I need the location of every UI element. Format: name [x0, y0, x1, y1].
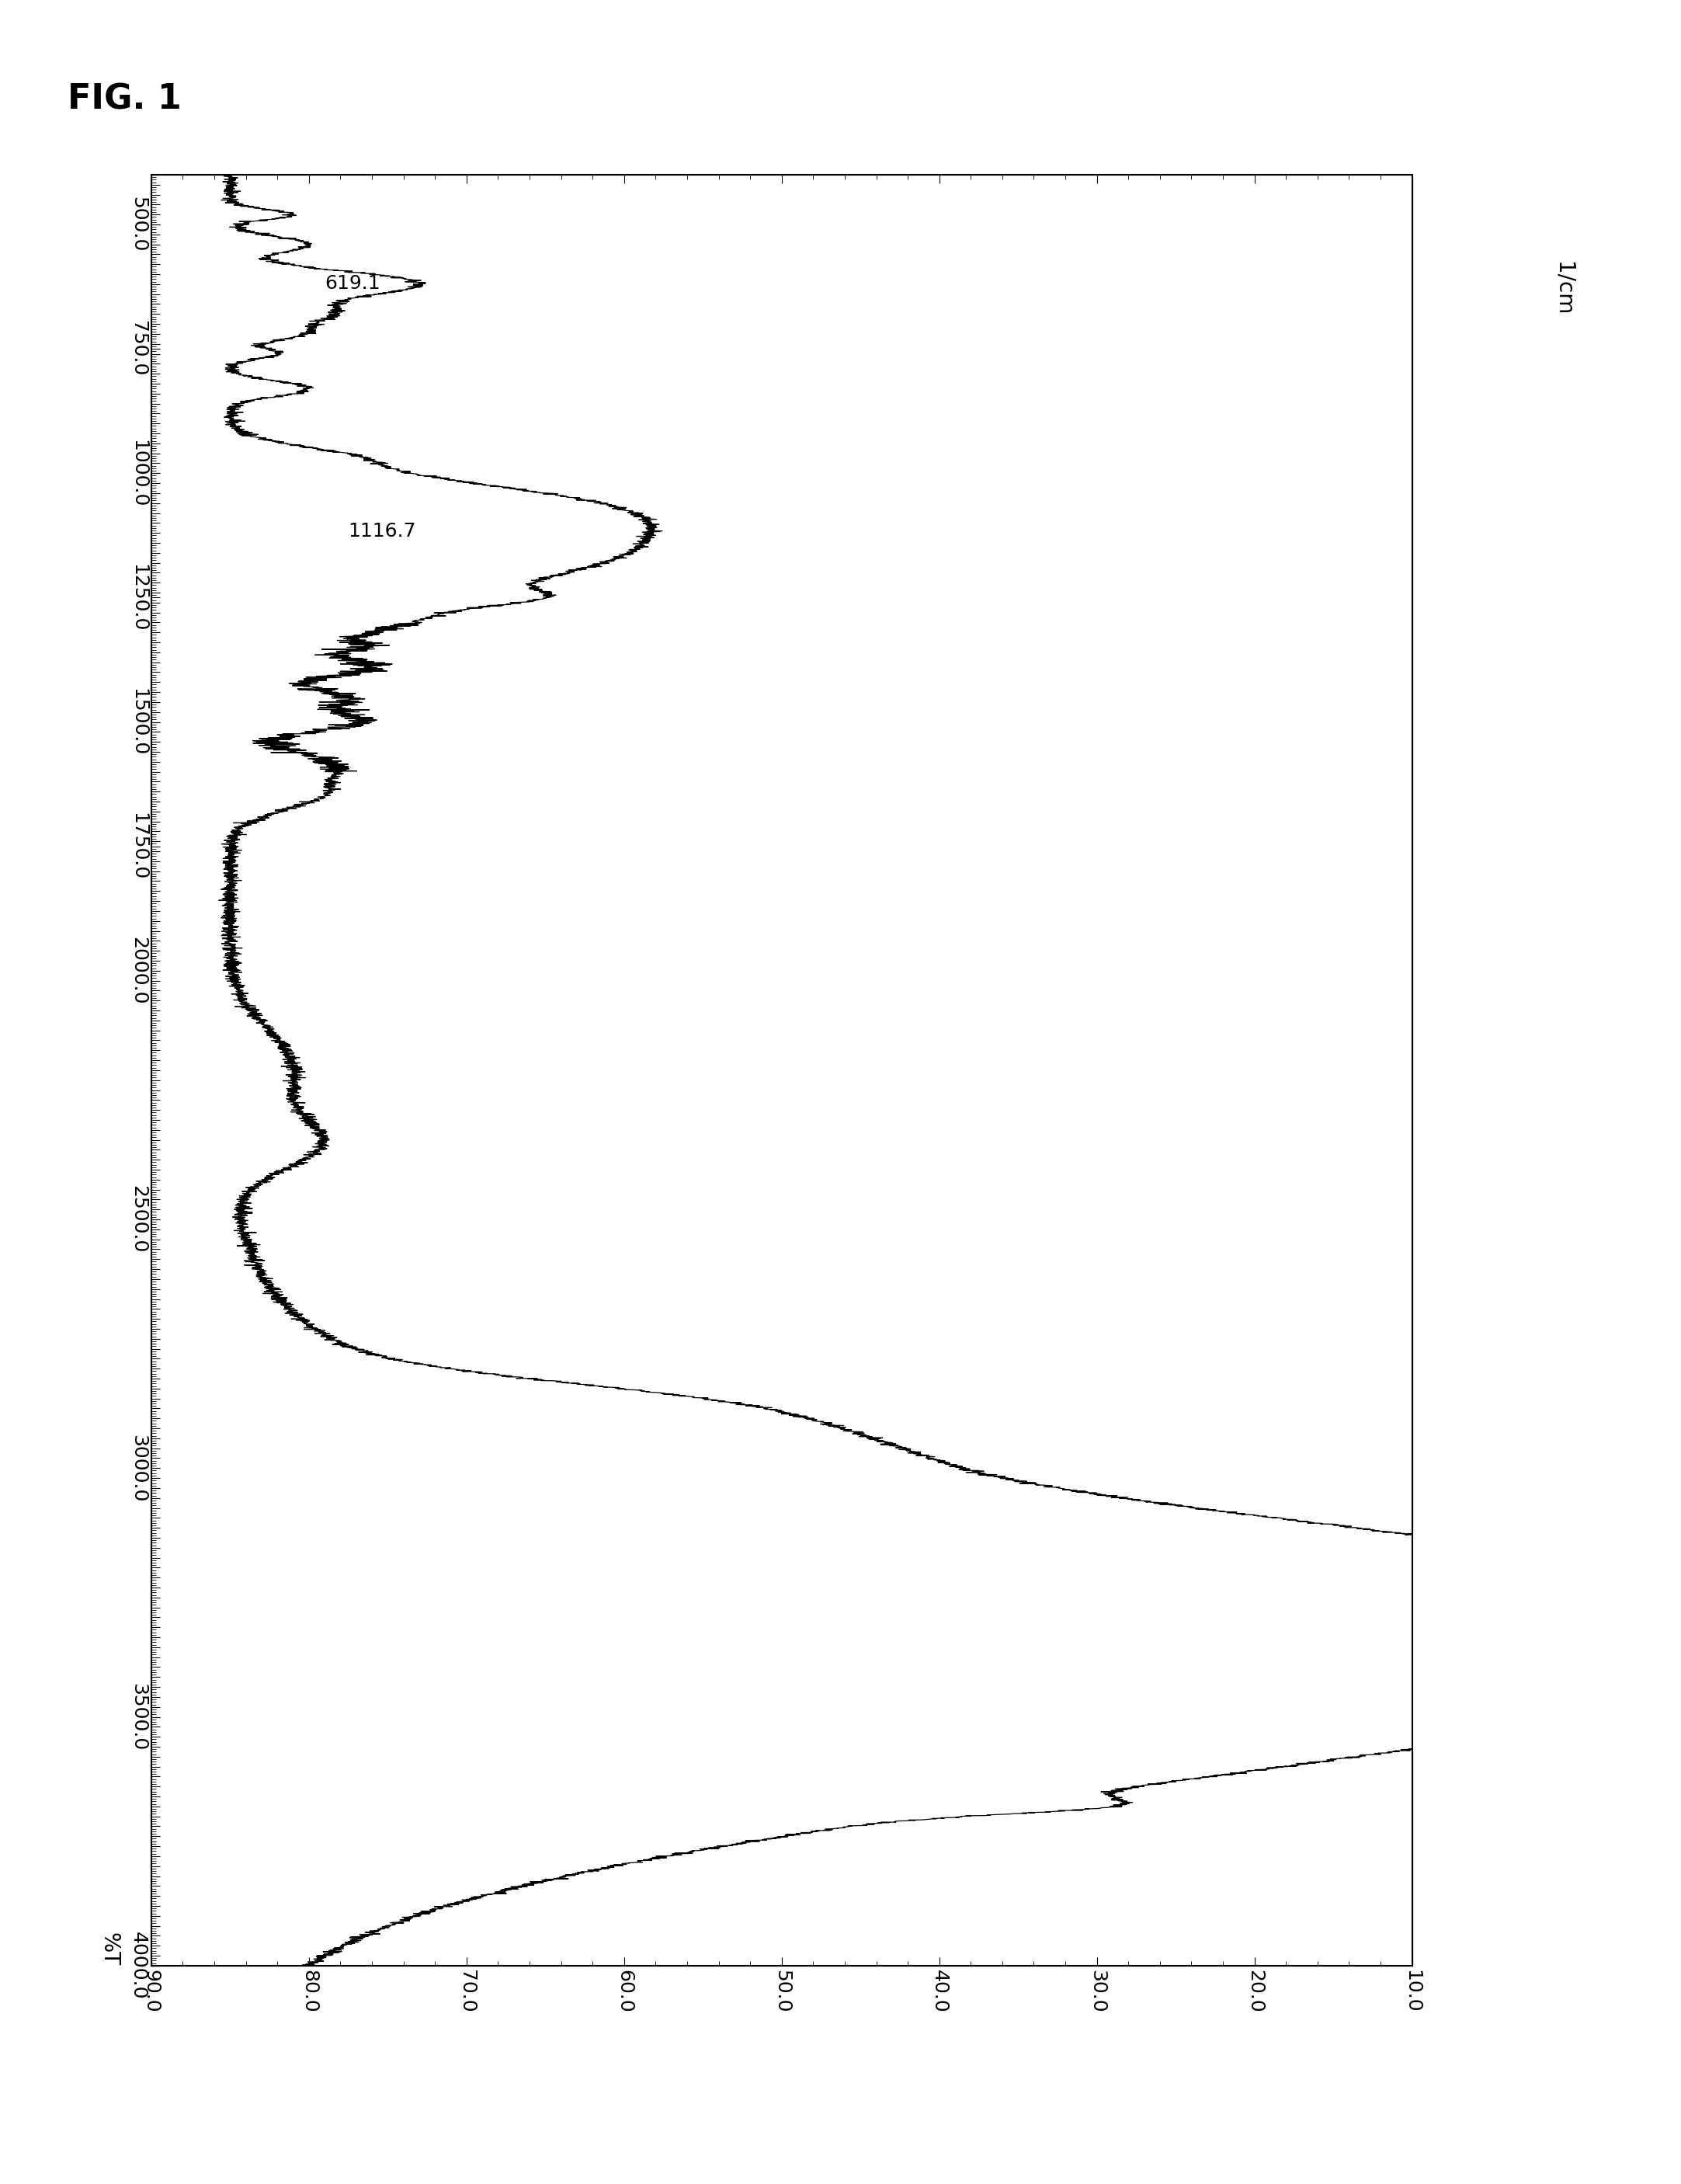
Text: FIG. 1: FIG. 1 — [67, 83, 182, 116]
Text: 619.1: 619.1 — [324, 275, 380, 293]
Text: 1/cm: 1/cm — [1553, 262, 1573, 317]
Text: %T: %T — [99, 1933, 119, 1966]
Text: 1116.7: 1116.7 — [348, 522, 417, 542]
